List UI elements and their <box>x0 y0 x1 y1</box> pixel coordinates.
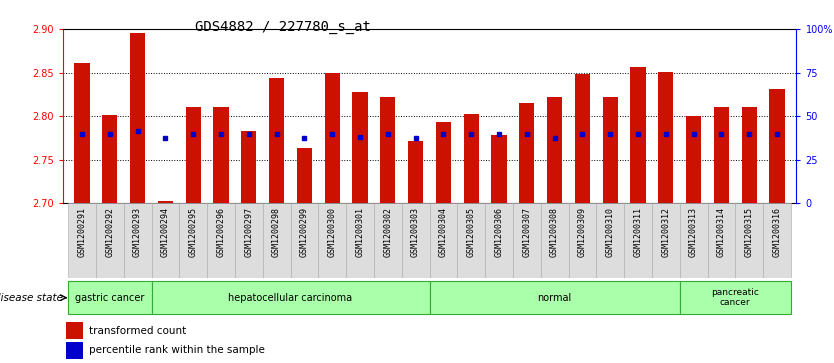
Text: GSM1200312: GSM1200312 <box>661 207 671 257</box>
Bar <box>464 114 479 203</box>
Text: disease state: disease state <box>0 293 63 303</box>
Bar <box>769 89 785 203</box>
Bar <box>435 122 451 203</box>
Text: GSM1200303: GSM1200303 <box>411 207 420 257</box>
Bar <box>741 107 757 203</box>
Text: GSM1200314: GSM1200314 <box>717 207 726 257</box>
Bar <box>602 97 618 203</box>
Text: GSM1200309: GSM1200309 <box>578 207 587 257</box>
Bar <box>207 203 235 278</box>
Text: GSM1200304: GSM1200304 <box>439 207 448 257</box>
Bar <box>631 68 646 203</box>
Bar <box>540 203 569 278</box>
Bar <box>714 107 729 203</box>
Bar <box>430 281 680 314</box>
Bar <box>263 203 290 278</box>
Bar <box>290 203 319 278</box>
Bar <box>319 203 346 278</box>
Bar <box>736 203 763 278</box>
Bar <box>457 203 485 278</box>
Bar <box>235 203 263 278</box>
Bar <box>575 74 590 203</box>
Text: GSM1200310: GSM1200310 <box>605 207 615 257</box>
Text: GSM1200295: GSM1200295 <box>188 207 198 257</box>
Text: GSM1200294: GSM1200294 <box>161 207 170 257</box>
Bar <box>402 203 430 278</box>
Bar <box>596 203 624 278</box>
Bar <box>707 203 736 278</box>
Bar <box>380 97 395 203</box>
Text: GSM1200316: GSM1200316 <box>772 207 781 257</box>
Text: normal: normal <box>537 293 572 303</box>
Bar <box>102 115 118 203</box>
Bar <box>68 281 152 314</box>
Bar <box>269 78 284 203</box>
Bar <box>152 203 179 278</box>
Bar <box>241 131 256 203</box>
Text: percentile rank within the sample: percentile rank within the sample <box>88 345 264 355</box>
Bar <box>680 203 707 278</box>
Bar <box>491 135 507 203</box>
Bar <box>74 63 90 203</box>
Text: transformed count: transformed count <box>88 326 186 336</box>
Bar <box>123 203 152 278</box>
Bar <box>652 203 680 278</box>
Text: GSM1200300: GSM1200300 <box>328 207 337 257</box>
Text: gastric cancer: gastric cancer <box>75 293 144 303</box>
Bar <box>185 107 201 203</box>
Text: pancreatic
cancer: pancreatic cancer <box>711 288 759 307</box>
Text: GDS4882 / 227780_s_at: GDS4882 / 227780_s_at <box>194 20 370 34</box>
Bar <box>763 203 791 278</box>
Text: GSM1200296: GSM1200296 <box>217 207 225 257</box>
Text: hepatocellular carcinoma: hepatocellular carcinoma <box>229 293 353 303</box>
Text: GSM1200297: GSM1200297 <box>244 207 254 257</box>
Text: GSM1200311: GSM1200311 <box>634 207 642 257</box>
Bar <box>179 203 207 278</box>
Bar <box>352 92 368 203</box>
Bar <box>297 148 312 203</box>
Bar <box>680 281 791 314</box>
Bar <box>485 203 513 278</box>
Bar <box>658 72 674 203</box>
Bar <box>214 107 229 203</box>
Text: GSM1200298: GSM1200298 <box>272 207 281 257</box>
Bar <box>374 203 402 278</box>
Bar <box>130 33 145 203</box>
Text: GSM1200299: GSM1200299 <box>300 207 309 257</box>
Text: GSM1200301: GSM1200301 <box>355 207 364 257</box>
Bar <box>66 322 83 339</box>
Text: GSM1200306: GSM1200306 <box>495 207 504 257</box>
Text: GSM1200308: GSM1200308 <box>550 207 559 257</box>
Bar <box>569 203 596 278</box>
Bar <box>686 116 701 203</box>
Bar <box>430 203 457 278</box>
Text: GSM1200293: GSM1200293 <box>133 207 142 257</box>
Text: GSM1200292: GSM1200292 <box>105 207 114 257</box>
Bar <box>547 97 562 203</box>
Bar <box>152 281 430 314</box>
Text: GSM1200307: GSM1200307 <box>522 207 531 257</box>
Bar <box>408 142 423 203</box>
Bar <box>96 203 123 278</box>
Bar <box>346 203 374 278</box>
Text: GSM1200313: GSM1200313 <box>689 207 698 257</box>
Bar <box>66 342 83 359</box>
Bar <box>624 203 652 278</box>
Text: GSM1200291: GSM1200291 <box>78 207 87 257</box>
Text: GSM1200315: GSM1200315 <box>745 207 754 257</box>
Bar <box>158 201 173 203</box>
Bar <box>68 203 96 278</box>
Bar <box>513 203 540 278</box>
Text: GSM1200305: GSM1200305 <box>467 207 475 257</box>
Bar <box>324 73 340 203</box>
Text: GSM1200302: GSM1200302 <box>384 207 392 257</box>
Bar <box>519 103 535 203</box>
